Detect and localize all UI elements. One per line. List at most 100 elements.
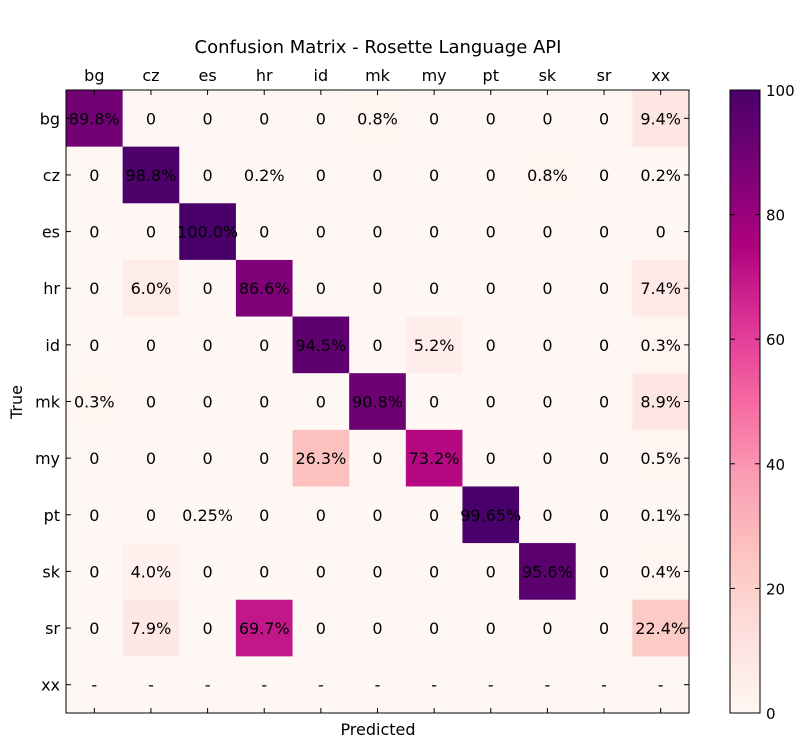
colorbar-tick-label: 80: [766, 207, 785, 225]
cell-label: 0: [429, 393, 439, 412]
cell-label: 0: [316, 393, 326, 412]
cell-label: 0: [656, 223, 666, 242]
heatmap-cell: [575, 203, 633, 261]
cell-label: 0.25%: [182, 506, 233, 525]
cell-label: 0.1%: [640, 506, 681, 525]
heatmap-cell: [405, 656, 463, 714]
colorbar-gradient: [729, 89, 761, 714]
cell-label: 0: [316, 279, 326, 298]
cell-label: 0: [372, 619, 382, 638]
heatmap-cell: [66, 429, 124, 487]
cell-label: 0: [202, 336, 212, 355]
cell-label: 0: [146, 506, 156, 525]
cell-label: 0: [542, 336, 552, 355]
heatmap-cell: [179, 146, 237, 204]
heatmap-cell: [462, 316, 520, 374]
heatmap-cell: [462, 373, 520, 431]
cell-label: 0.8%: [527, 166, 568, 185]
cell-label: 0: [599, 393, 609, 412]
heatmap-cell: [122, 146, 180, 204]
heatmap-cell: [349, 316, 407, 374]
heatmap-cell: [462, 543, 520, 601]
y-tick-label: es: [42, 223, 60, 242]
y-tick-label: pt: [44, 506, 60, 525]
y-tick-label: sk: [42, 562, 60, 581]
cell-label: 73.2%: [409, 449, 460, 468]
cell-label: 0: [202, 393, 212, 412]
heatmap-cell: [349, 373, 407, 431]
heatmap-cell: [235, 543, 294, 601]
cell-label: 0: [316, 506, 326, 525]
heatmap-cell: [462, 90, 520, 148]
heatmap-cell: [462, 429, 520, 487]
cell-label: 0: [316, 223, 326, 242]
heatmap-cell: [235, 373, 294, 431]
cell-label: 0: [429, 619, 439, 638]
x-axis-label: Predicted: [340, 720, 415, 739]
heatmap-cell: [122, 259, 180, 318]
x-tick-label: bg: [84, 66, 104, 85]
cell-label: -: [148, 676, 154, 695]
cell-label: 0.4%: [640, 562, 681, 581]
heatmap-cell: [405, 543, 463, 601]
cell-label: 0: [259, 506, 269, 525]
cell-label: 0.5%: [640, 449, 681, 468]
cell-label: 6.0%: [131, 279, 172, 298]
heatmap-cell: [66, 259, 124, 318]
heatmap-cell: [575, 543, 633, 601]
cell-label: 0: [486, 336, 496, 355]
heatmap-cell: [292, 486, 350, 544]
cell-label: 0: [486, 619, 496, 638]
cell-label: 0: [202, 619, 212, 638]
cell-label: 0: [316, 619, 326, 638]
heatmap-cell: [292, 259, 350, 318]
heatmap-cell: [349, 429, 407, 487]
cell-label: 95.6%: [522, 562, 573, 581]
cell-label: 0: [372, 562, 382, 581]
cell-label: 0: [259, 223, 269, 242]
cell-label: 0: [372, 336, 382, 355]
heatmap-cell: [632, 259, 690, 318]
cell-label: -: [91, 676, 97, 695]
heatmap-cell: [519, 373, 577, 431]
cell-label: 0: [316, 562, 326, 581]
y-tick-label: id: [45, 336, 60, 355]
heatmap-cell: [292, 543, 350, 601]
cell-label: 0: [259, 393, 269, 412]
heatmap-cell: [179, 429, 237, 487]
heatmap-cell: [235, 90, 294, 148]
heatmap-cell: [632, 373, 690, 431]
heatmap-cell: [405, 90, 463, 148]
heatmap-cells: [66, 90, 690, 714]
heatmap-cell: [632, 429, 690, 487]
cell-label: 0: [429, 279, 439, 298]
cell-label: 0: [146, 449, 156, 468]
heatmap-cell: [122, 486, 180, 544]
heatmap-cell: [349, 656, 407, 714]
heatmap-cell: [405, 259, 463, 318]
cell-label: 0: [486, 166, 496, 185]
heatmap-cell: [292, 203, 350, 261]
cell-label: 0: [429, 562, 439, 581]
cell-label: 0: [599, 223, 609, 242]
colorbar-ticks: 0 20 40 60 80 100: [730, 82, 795, 723]
heatmap-cell: [575, 373, 633, 431]
cell-label: 0: [486, 562, 496, 581]
cell-label: 7.4%: [640, 279, 681, 298]
cell-label: 0: [202, 109, 212, 128]
cell-label: 5.2%: [414, 336, 455, 355]
heatmap-cell: [66, 656, 124, 714]
heatmap-cell: [405, 486, 463, 544]
cell-label: 0: [429, 223, 439, 242]
heatmap-cell: [349, 90, 407, 148]
x-tick-label: cz: [142, 66, 159, 85]
x-tick-label: sk: [539, 66, 557, 85]
x-tick-label: pt: [483, 66, 499, 85]
cell-label: 0: [599, 449, 609, 468]
heatmap-cell: [519, 259, 577, 318]
cell-label: 0.3%: [640, 336, 681, 355]
colorbar-tick-label: 60: [766, 331, 785, 349]
cell-label: 94.5%: [295, 336, 346, 355]
cell-label: 98.8%: [126, 166, 177, 185]
cell-label: 0: [146, 223, 156, 242]
